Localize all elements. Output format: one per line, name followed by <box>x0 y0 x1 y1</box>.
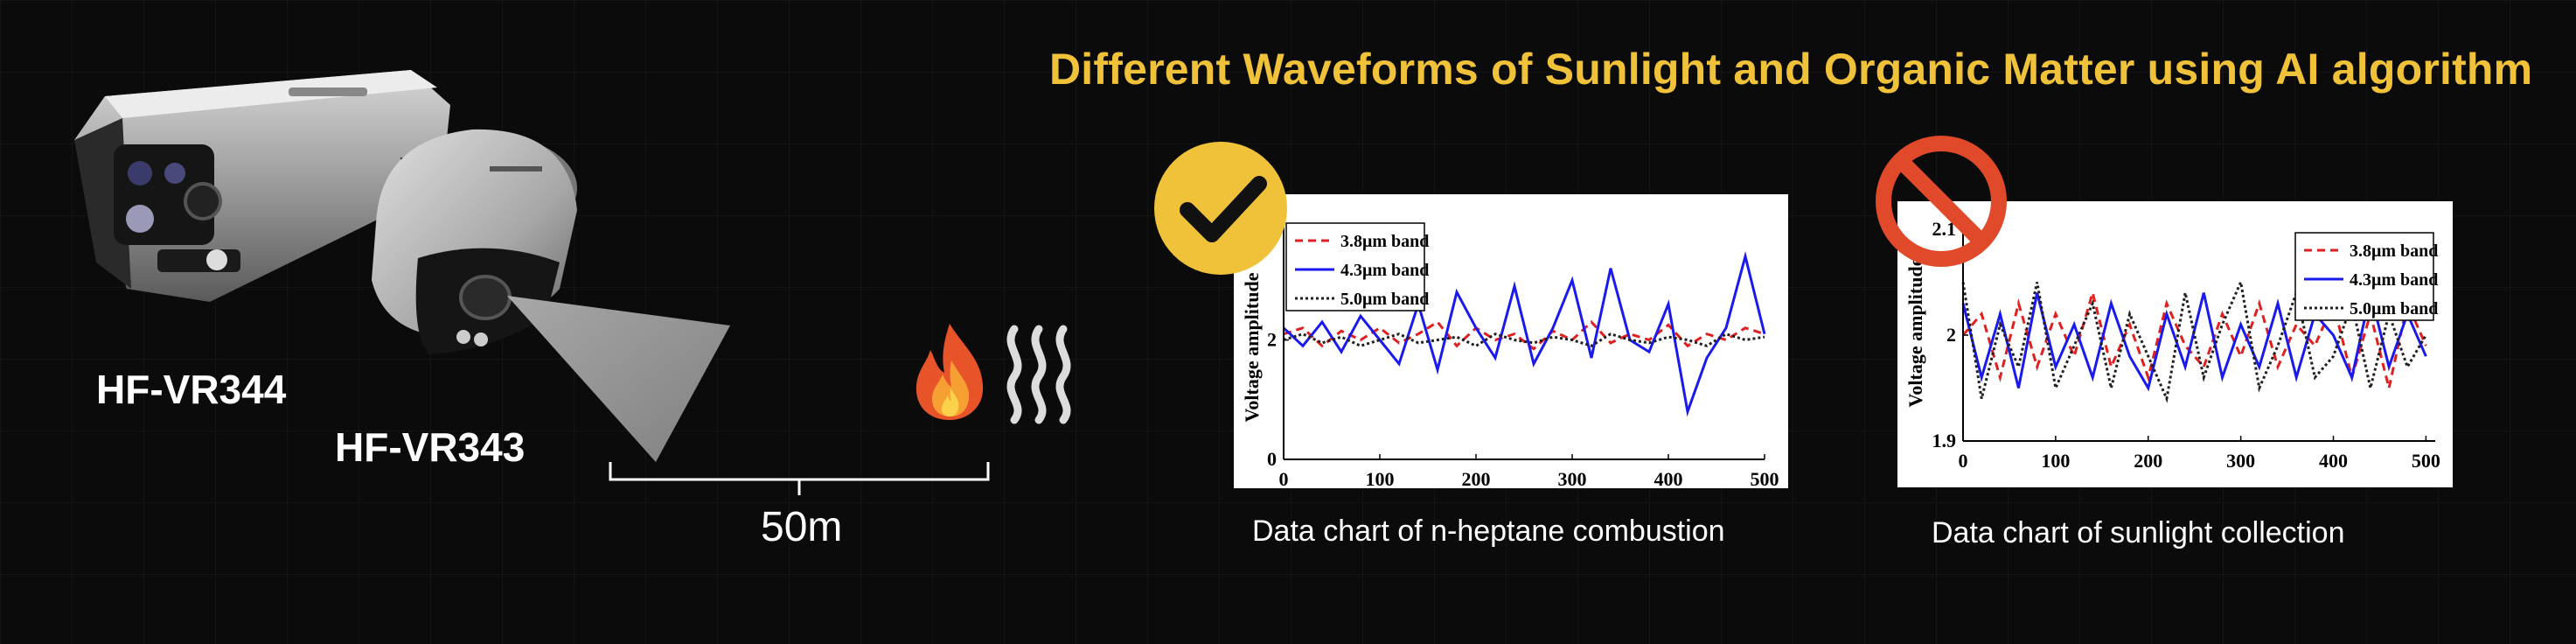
x-tick-label: 300 <box>2226 450 2255 472</box>
legend-box <box>1285 222 1425 312</box>
x-tick-label: 200 <box>2134 450 2162 472</box>
y-tick-label: 2 <box>1267 329 1277 351</box>
page-title: Different Waveforms of Sunlight and Orga… <box>1049 45 2533 94</box>
y-axis-label: Voltage amplitude <box>1904 257 1926 407</box>
camera-illustration <box>74 70 990 495</box>
prohibited-icon <box>1876 136 2007 267</box>
series-line <box>1283 319 1765 351</box>
x-tick-label: 100 <box>2041 450 2070 472</box>
camera-model-label: HF-VR344 <box>96 367 287 412</box>
x-tick-label: 500 <box>2412 450 2440 472</box>
legend-label: 4.3μm band <box>2350 270 2438 290</box>
series-line <box>1961 292 2427 392</box>
heptane-chart-caption: Data chart of n-heptane combustion <box>1252 514 1725 548</box>
bullet-camera <box>74 70 450 302</box>
legend-label: 5.0μm band <box>1340 290 1429 309</box>
distance-label: 50m <box>761 504 843 550</box>
checkmark-icon <box>1154 142 1287 275</box>
y-tick-label: 0 <box>1267 448 1277 470</box>
flame-icon <box>916 324 984 420</box>
heat-waves-icon <box>1006 325 1071 424</box>
distance-bracket <box>609 462 990 495</box>
legend-label: 4.3μm band <box>1340 261 1429 280</box>
x-tick-label: 0 <box>1959 450 1968 472</box>
y-axis-label: Voltage amplitude <box>1241 272 1263 422</box>
x-tick-label: 300 <box>1558 468 1587 488</box>
sunlight-chart-panel: 0 100 200 300 400 500 1.9 2 2.1 Voltage amplitude… <box>1897 201 2453 487</box>
x-tick-label: 500 <box>1751 468 1779 488</box>
camera-model-label: HF-VR343 <box>335 424 526 470</box>
sunlight-chart-caption: Data chart of sunlight collection <box>1932 516 2345 550</box>
x-tick-label: 100 <box>1366 468 1395 488</box>
y-tick-label: 1.9 <box>1932 430 1957 452</box>
x-tick-label: 200 <box>1462 468 1491 488</box>
series-line <box>1282 251 1766 417</box>
x-tick-label: 400 <box>1654 468 1683 488</box>
legend-label: 5.0μm band <box>2350 299 2438 318</box>
series-line <box>1283 332 1765 348</box>
series-line <box>1961 287 2427 388</box>
legend-box <box>2294 232 2434 321</box>
legend-label: 3.8μm band <box>1340 232 1429 251</box>
y-tick-label: 2 <box>1946 324 1956 346</box>
x-tick-label: 0 <box>1279 468 1289 488</box>
heptane-chart-panel: 0 100 200 300 400 500 0 2 Voltage amplitude 3.8μm… <box>1234 194 1788 490</box>
dome-camera <box>372 129 577 354</box>
legend-label: 3.8μm band <box>2350 242 2438 261</box>
x-tick-label: 400 <box>2319 450 2348 472</box>
detection-beam <box>507 296 730 462</box>
